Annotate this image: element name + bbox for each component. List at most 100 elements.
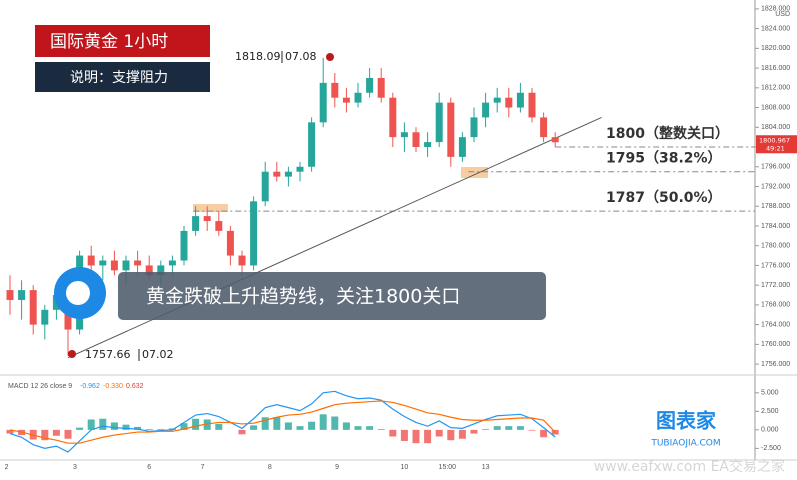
macd-histogram-bar [296,426,304,430]
candle-body [458,137,466,157]
candle-body [482,102,490,118]
candle-body [400,132,408,138]
candle-body [377,77,385,98]
macd-histogram-bar [41,429,49,441]
level-label: 1795（38.2%） [606,151,722,167]
candle-body [540,117,548,138]
macd-histogram-bar [284,422,292,430]
candle-body [203,216,211,222]
candle-body [551,137,559,143]
x-tick-label: 2 [5,464,9,471]
y-tick-label: 2.500 [761,408,779,415]
watermark-box [632,410,740,448]
macd-histogram-bar [528,429,536,431]
candle-body [366,77,374,93]
candle-body [493,97,501,103]
candle-body [122,260,130,271]
candle-body [447,102,455,157]
macd-histogram-bar [366,426,374,430]
macd-histogram-bar [122,424,130,430]
x-tick-label: 8 [268,464,272,471]
y-tick-label: 1768.000 [761,302,790,309]
y-tick-label: 1760.000 [761,341,790,348]
last-price: 1800.967 [759,136,790,144]
candle-body [528,92,536,118]
candle-body [110,260,118,271]
high-price: 1818.09 [235,50,281,63]
candle-body [29,290,37,325]
x-tick-label: 9 [335,464,339,471]
candle-body [157,265,165,276]
y-tick-label: 1812.000 [761,85,790,92]
y-tick-label: -2.500 [761,445,781,452]
x-tick-label: 7 [201,464,205,471]
macd-histogram-bar [273,417,281,430]
zone-box [193,204,228,212]
y-tick-label: 1828.000 [761,6,790,13]
candle-body [331,82,339,98]
macd-histogram-bar [447,429,455,441]
candle-body [99,260,107,266]
macd-histogram-bar [64,429,72,439]
macd-histogram-bar [389,429,397,437]
y-tick-label: 1764.000 [761,321,790,328]
candle-body [424,142,432,148]
candle-body [250,201,258,266]
candle-body [87,255,95,266]
macd-histogram-bar [87,419,95,430]
candle-body [238,255,246,266]
x-tick-label: 10 [401,464,409,471]
low-price: 1757.66 [85,348,131,361]
macd-histogram-bar [157,429,165,430]
macd-histogram-bar [203,419,211,430]
candle-body [18,290,26,300]
macd-title: MACD 12 26 close 9 [8,383,72,390]
macd-histogram-bar [168,428,176,430]
footer-watermark: www.eafxw.com EA交易之家 [594,458,785,475]
macd-histogram-bar [412,429,420,444]
countdown: 49:21 [766,144,785,152]
macd-histogram-bar [6,429,14,434]
watermark-brand: 图表家 [656,409,717,433]
macd-value: -0.962 [80,383,100,390]
candle-body [308,122,316,167]
y-tick-label: 1784.000 [761,223,790,230]
y-tick-label: 1772.000 [761,282,790,289]
y-tick-label: 1820.000 [761,45,790,52]
zone-box [461,167,488,178]
candle-body [180,230,188,261]
low-date: 07.02 [142,348,174,361]
watermark-site: TUBIAOJIA.COM [650,439,720,449]
y-tick-label: 1788.000 [761,203,790,210]
x-tick-label: 13 [482,464,490,471]
y-tick-label: 1792.000 [761,183,790,190]
macd-line [9,390,556,453]
candle-body [6,290,14,300]
macd-histogram-bar [110,422,118,430]
y-tick-label: 1808.000 [761,104,790,111]
macd-histogram-bar [319,414,327,430]
candle-body [389,97,397,138]
candle-body [296,166,304,172]
logo-inner [66,281,90,305]
signal-value: -0.330 [103,383,123,390]
macd-histogram-bar [377,429,385,430]
macd-histogram-bar [76,427,84,430]
macd-histogram-bar [540,429,548,438]
candle-body [145,265,153,276]
note-badge-text: 说明：支撑阻力 [70,70,168,86]
macd-histogram-bar [180,423,188,430]
candle-body [192,216,200,231]
level-label: 1800（整数关口） [606,125,729,142]
y-tick-label: 1776.000 [761,262,790,269]
macd-histogram-bar [215,423,223,430]
macd-histogram-bar [308,421,316,430]
x-tick-label: 6 [147,464,151,471]
y-tick-label: 1780.000 [761,243,790,250]
price-tag [756,135,797,154]
candle-body [319,82,327,123]
candle-body [168,260,176,266]
candle-body [261,171,269,202]
banner [118,272,546,320]
